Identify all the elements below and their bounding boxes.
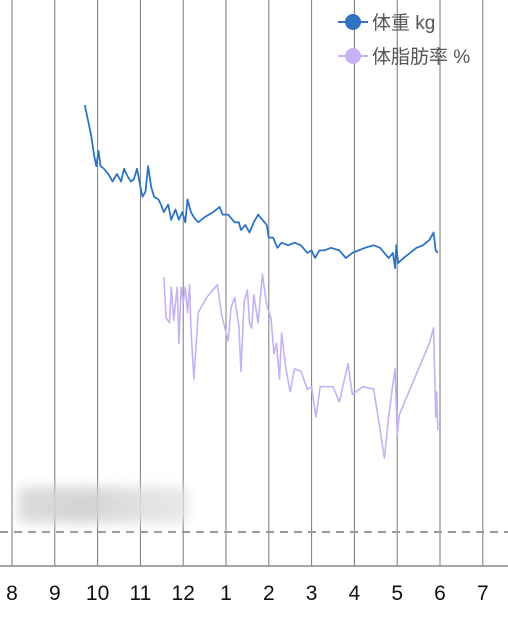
weight-series-line — [83, 104, 439, 270]
legend-item-bodyfat[interactable]: 体脂肪率 % — [338, 46, 470, 68]
legend-bodyfat-label: 体脂肪率 % — [372, 46, 470, 68]
x-tick-label: 5 — [391, 582, 403, 605]
blurred-label — [18, 487, 188, 523]
legend: 体重 kg 体脂肪率 % — [338, 12, 470, 68]
legend-bodyfat-marker — [345, 48, 361, 64]
gridlines — [11, 0, 484, 566]
legend-item-weight[interactable]: 体重 kg — [338, 12, 435, 34]
x-tick-label: 7 — [477, 582, 489, 605]
x-tick-label: 2 — [263, 582, 275, 605]
x-tick-label: 8 — [6, 582, 18, 605]
x-tick-label: 3 — [306, 582, 318, 605]
x-tick-label: 1 — [220, 582, 232, 605]
series-lines — [83, 104, 439, 459]
legend-weight-label: 体重 kg — [372, 12, 435, 34]
x-tick-label: 4 — [349, 582, 361, 605]
x-tick-label: 6 — [434, 582, 446, 605]
x-tick-label: 11 — [129, 582, 151, 605]
legend-weight-marker — [345, 14, 361, 30]
x-tick-label: 12 — [172, 582, 195, 605]
bodyfat-series-line — [163, 273, 439, 459]
x-tick-label: 10 — [86, 582, 109, 605]
x-tick-label: 9 — [49, 582, 61, 605]
x-axis-ticks: 8 9 10 11 12 1 2 3 4 5 6 7 — [6, 582, 488, 605]
